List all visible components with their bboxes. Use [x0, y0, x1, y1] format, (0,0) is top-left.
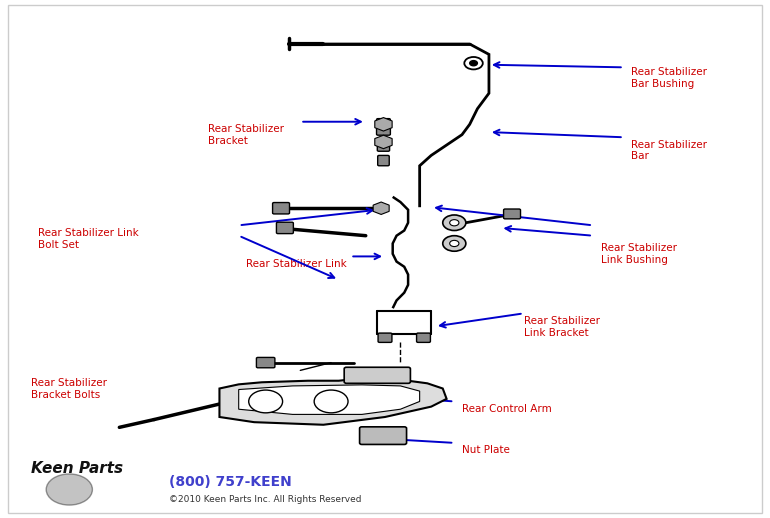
FancyBboxPatch shape: [377, 155, 389, 166]
FancyBboxPatch shape: [273, 203, 290, 214]
Circle shape: [464, 57, 483, 69]
FancyBboxPatch shape: [377, 139, 390, 151]
PathPatch shape: [219, 378, 447, 425]
Text: Rear Stabilizer
Bar Bushing: Rear Stabilizer Bar Bushing: [631, 67, 708, 89]
Text: Rear Stabilizer
Bracket Bolts: Rear Stabilizer Bracket Bolts: [31, 378, 107, 400]
Text: ©2010 Keen Parts Inc. All Rights Reserved: ©2010 Keen Parts Inc. All Rights Reserve…: [169, 495, 362, 505]
Text: Rear Stabilizer
Link Bushing: Rear Stabilizer Link Bushing: [601, 243, 677, 265]
FancyBboxPatch shape: [344, 367, 410, 383]
FancyBboxPatch shape: [276, 222, 293, 234]
Circle shape: [443, 215, 466, 231]
FancyBboxPatch shape: [504, 209, 521, 219]
Circle shape: [314, 390, 348, 413]
Circle shape: [443, 236, 466, 251]
FancyBboxPatch shape: [417, 333, 430, 342]
Text: Rear Control Arm: Rear Control Arm: [462, 404, 552, 414]
Text: Rear Stabilizer Link: Rear Stabilizer Link: [246, 259, 347, 269]
Circle shape: [470, 61, 477, 66]
FancyBboxPatch shape: [360, 427, 407, 444]
Text: Rear Stabilizer Link
Bolt Set: Rear Stabilizer Link Bolt Set: [38, 228, 139, 250]
Text: Rear Stabilizer
Bar: Rear Stabilizer Bar: [631, 140, 708, 162]
Text: Nut Plate: Nut Plate: [462, 445, 510, 455]
FancyBboxPatch shape: [377, 119, 390, 135]
Circle shape: [249, 390, 283, 413]
PathPatch shape: [239, 385, 420, 414]
Circle shape: [450, 240, 459, 247]
FancyBboxPatch shape: [256, 357, 275, 368]
Circle shape: [46, 474, 92, 505]
Text: Keen Parts: Keen Parts: [31, 462, 123, 476]
Text: (800) 757-KEEN: (800) 757-KEEN: [169, 474, 292, 489]
Text: Rear Stabilizer
Link Bracket: Rear Stabilizer Link Bracket: [524, 316, 600, 338]
Circle shape: [450, 220, 459, 226]
Text: Rear Stabilizer
Bracket: Rear Stabilizer Bracket: [208, 124, 284, 146]
FancyBboxPatch shape: [378, 333, 392, 342]
